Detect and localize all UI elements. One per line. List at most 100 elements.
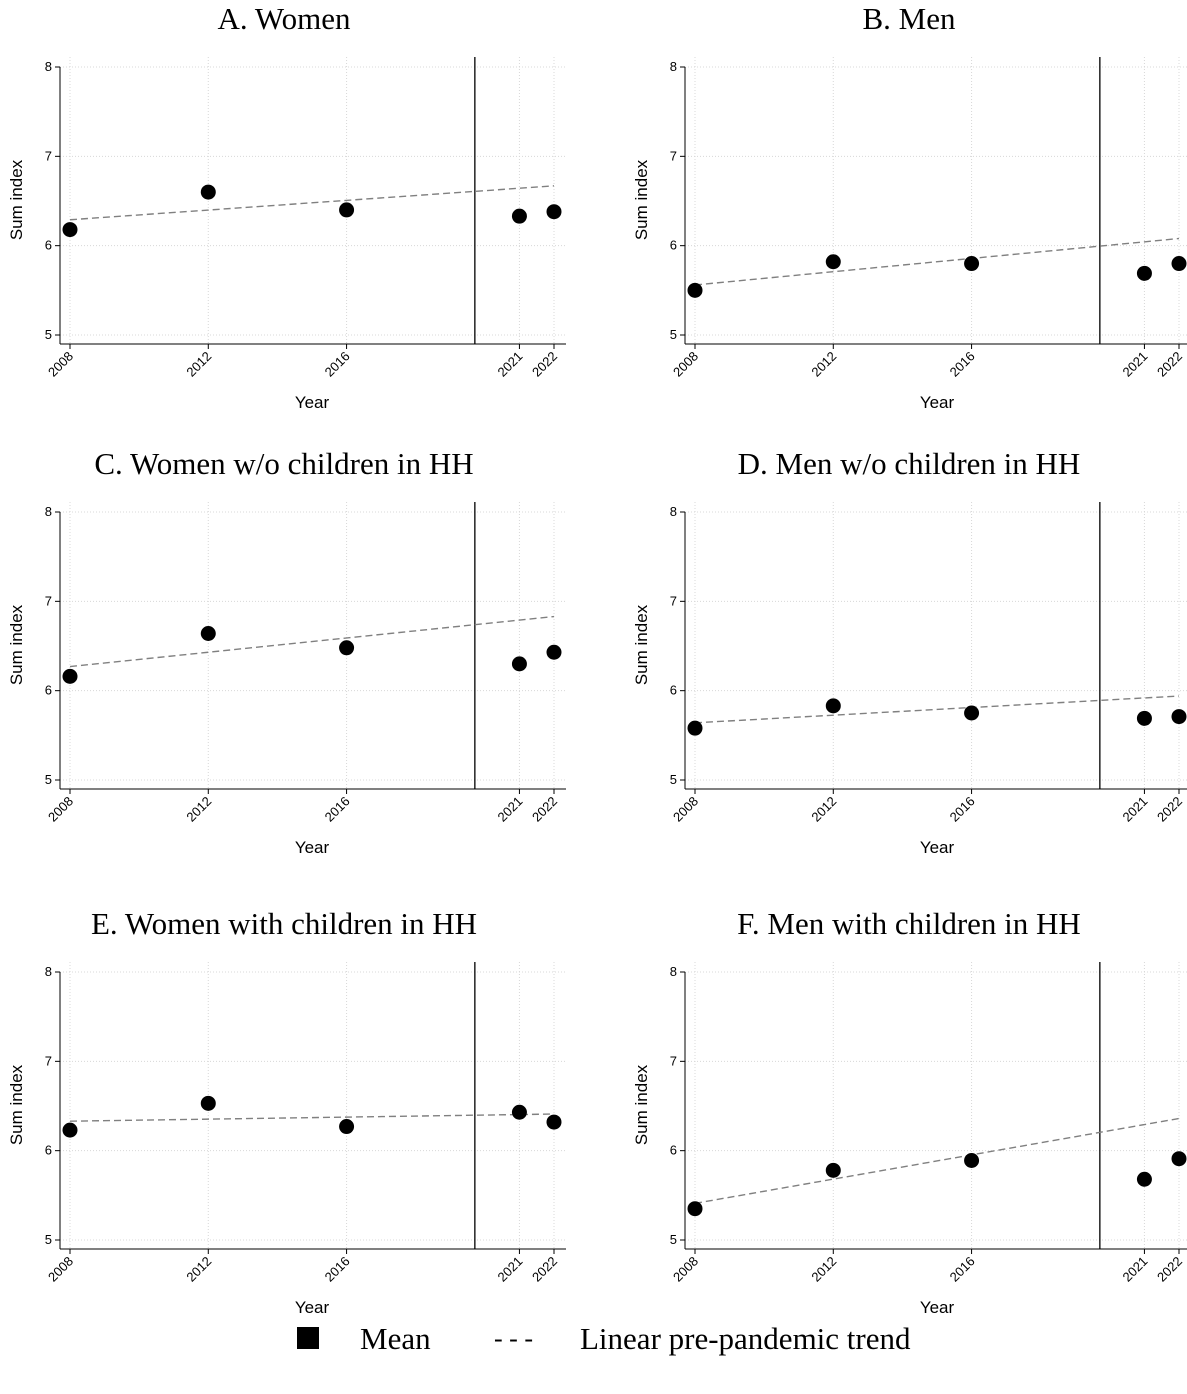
mean-point-d-2022	[1171, 709, 1187, 725]
mean-point-e-2021	[511, 1104, 527, 1120]
trend-line-a	[69, 185, 555, 221]
y-tick-label-6: 6	[670, 1143, 677, 1158]
mean-point-c-2012	[200, 625, 216, 641]
x-tick-label-2022: 2022	[1154, 349, 1185, 380]
panel-c: C. Women w/o children in HH 5 6 7 8 2008 2012 2…	[7, 446, 566, 857]
legend-mean-label: Mean	[360, 1321, 431, 1356]
y-tick-label-6: 6	[45, 238, 52, 253]
mean-point-a-2022	[546, 204, 562, 220]
mean-point-c-2008	[62, 668, 78, 684]
x-tick-label-2016: 2016	[322, 349, 353, 380]
legend-mean-marker	[297, 1327, 319, 1349]
x-tick-label-2008: 2008	[45, 794, 76, 825]
x-tick-label-2012: 2012	[183, 794, 214, 825]
x-tick-label-2022: 2022	[1154, 1254, 1185, 1285]
y-tick-label-5: 5	[670, 1232, 677, 1247]
y-tick-label-7: 7	[670, 593, 677, 608]
y-tick-label-6: 6	[45, 1143, 52, 1158]
panel-title-c: C. Women w/o children in HH	[94, 446, 473, 481]
y-tick-label-5: 5	[45, 1232, 52, 1247]
mean-point-a-2008	[62, 222, 78, 238]
legend-trend-label: Linear pre-pandemic trend	[580, 1321, 911, 1356]
mean-point-f-2022	[1171, 1151, 1187, 1167]
y-axis-title-e: Sum index	[7, 1064, 26, 1145]
panel-b: B. Men 5 6 7 8 2008 2012 2016 2021 2022 Year Sum in…	[632, 1, 1187, 412]
x-tick-label-2021: 2021	[1119, 1254, 1150, 1285]
mean-point-d-2012	[825, 698, 841, 714]
mean-point-f-2016	[964, 1152, 980, 1168]
x-tick-label-2021: 2021	[494, 794, 525, 825]
y-axis-title-f: Sum index	[632, 1064, 651, 1145]
x-tick-label-2022: 2022	[529, 1254, 560, 1285]
panel-d: D. Men w/o children in HH 5 6 7 8 2008 2012 201…	[632, 446, 1187, 857]
y-tick-label-6: 6	[45, 683, 52, 698]
trend-line-d	[694, 695, 1180, 724]
x-tick-label-2016: 2016	[947, 349, 978, 380]
mean-point-b-2022	[1171, 256, 1187, 272]
legend-trend-symbol: - - -	[494, 1324, 533, 1353]
x-tick-label-2016: 2016	[947, 794, 978, 825]
x-axis-title-c: Year	[295, 838, 330, 857]
y-tick-label-5: 5	[670, 772, 677, 787]
mean-point-d-2021	[1136, 710, 1152, 726]
x-tick-label-2022: 2022	[1154, 794, 1185, 825]
mean-point-e-2022	[546, 1114, 562, 1130]
x-tick-label-2016: 2016	[322, 1254, 353, 1285]
y-tick-label-8: 8	[45, 964, 52, 979]
panel-a: A. Women 5 6 7 8 2008 2012 2016 2021 2022 Year Sum …	[7, 1, 566, 412]
panel-f: F. Men with children in HH 5 6 7 8 2008 2012 20…	[632, 906, 1187, 1317]
x-tick-label-2008: 2008	[670, 1254, 701, 1285]
y-tick-label-6: 6	[670, 238, 677, 253]
x-axis-title-a: Year	[295, 393, 330, 412]
trend-line-f	[694, 1117, 1180, 1205]
x-axis-title-f: Year	[920, 1298, 955, 1317]
x-tick-label-2008: 2008	[670, 794, 701, 825]
y-tick-label-8: 8	[45, 59, 52, 74]
mean-point-e-2012	[200, 1095, 216, 1111]
x-tick-label-2012: 2012	[183, 349, 214, 380]
x-tick-label-2022: 2022	[529, 349, 560, 380]
mean-point-f-2012	[825, 1162, 841, 1178]
x-tick-label-2008: 2008	[45, 349, 76, 380]
panel-title-b: B. Men	[863, 1, 957, 36]
y-axis-title-d: Sum index	[632, 604, 651, 685]
y-tick-label-5: 5	[45, 327, 52, 342]
x-axis-title-d: Year	[920, 838, 955, 857]
x-axis-title-e: Year	[295, 1298, 330, 1317]
y-tick-label-8: 8	[670, 504, 677, 519]
panel-title-f: F. Men with children in HH	[737, 906, 1081, 941]
x-tick-label-2012: 2012	[808, 794, 839, 825]
x-tick-label-2022: 2022	[529, 794, 560, 825]
y-tick-label-7: 7	[670, 1053, 677, 1068]
panel-title-e: E. Women with children in HH	[91, 906, 477, 941]
mean-point-b-2021	[1136, 265, 1152, 281]
y-axis-title-c: Sum index	[7, 604, 26, 685]
y-tick-label-7: 7	[45, 593, 52, 608]
x-tick-label-2012: 2012	[808, 1254, 839, 1285]
y-axis-title-b: Sum index	[632, 159, 651, 240]
mean-point-f-2021	[1136, 1171, 1152, 1187]
x-tick-label-2012: 2012	[183, 1254, 214, 1285]
x-tick-label-2008: 2008	[45, 1254, 76, 1285]
mean-point-a-2016	[339, 202, 355, 218]
mean-point-f-2008	[687, 1201, 703, 1217]
x-tick-label-2016: 2016	[322, 794, 353, 825]
y-tick-label-5: 5	[670, 327, 677, 342]
x-axis-title-b: Year	[920, 393, 955, 412]
y-tick-label-7: 7	[45, 148, 52, 163]
mean-point-e-2008	[62, 1122, 78, 1138]
y-axis-title-a: Sum index	[7, 159, 26, 240]
x-tick-label-2012: 2012	[808, 349, 839, 380]
x-tick-label-2008: 2008	[670, 349, 701, 380]
mean-point-d-2016	[964, 705, 980, 721]
mean-point-a-2021	[511, 208, 527, 224]
x-tick-label-2016: 2016	[947, 1254, 978, 1285]
mean-point-a-2012	[200, 184, 216, 200]
mean-point-b-2016	[964, 256, 980, 272]
y-tick-label-8: 8	[670, 59, 677, 74]
x-tick-label-2021: 2021	[494, 349, 525, 380]
mean-point-c-2021	[511, 656, 527, 672]
y-tick-label-7: 7	[670, 148, 677, 163]
